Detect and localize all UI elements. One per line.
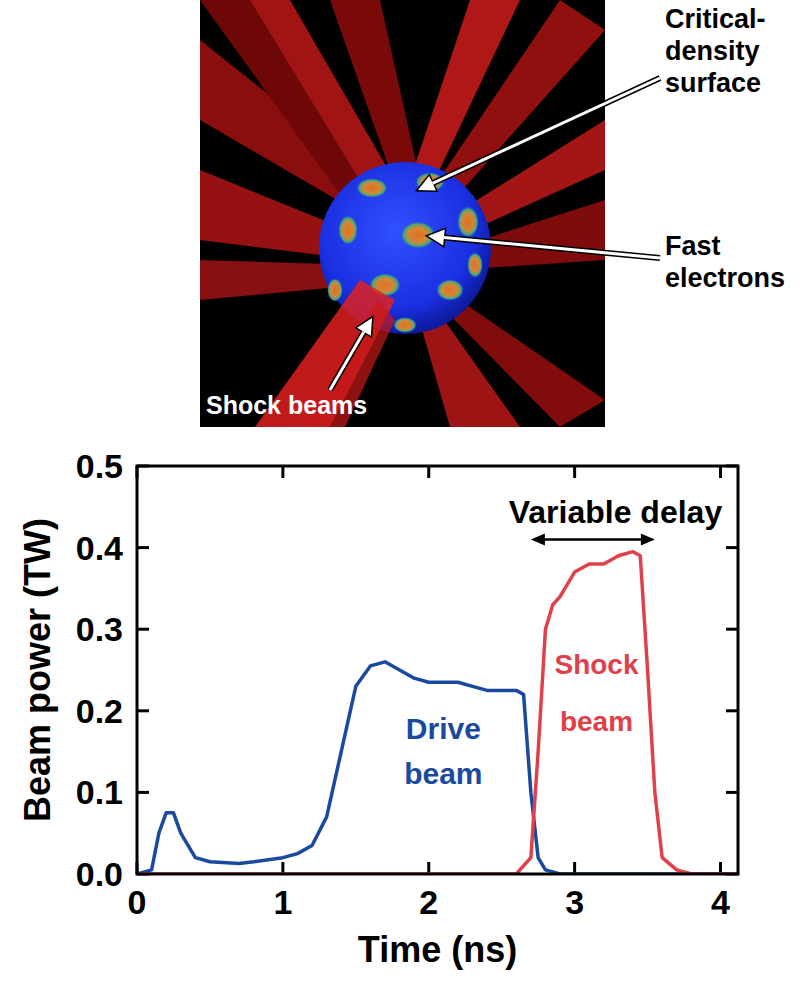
label-line: Fast <box>665 231 721 261</box>
y-axis-title: Beam power (TW) <box>17 518 58 822</box>
y-tick <box>726 709 738 712</box>
image-label: Shock beams <box>206 391 367 419</box>
y-tick <box>137 709 149 712</box>
label-line: Drive <box>406 712 481 745</box>
hot-spot <box>467 252 483 278</box>
y-tick-label: 0.0 <box>76 855 123 893</box>
x-tick-label: 1 <box>273 883 292 921</box>
image-label: Critical-densitysurface <box>665 4 766 98</box>
render-image <box>200 0 605 427</box>
label-line: Shock <box>554 649 638 680</box>
y-tick <box>137 546 149 549</box>
series-label: Shock beam <box>554 649 638 737</box>
label-line: beam <box>560 706 633 737</box>
label-line: surface <box>665 68 761 98</box>
x-tick <box>427 466 430 478</box>
x-axis-title: Time (ns) <box>358 929 517 970</box>
image-label: Fastelectrons <box>665 231 785 293</box>
x-tick <box>427 862 430 874</box>
y-tick <box>137 628 149 631</box>
x-tick <box>573 862 576 874</box>
label-line: beam <box>404 757 482 790</box>
y-tick-label: 0.5 <box>76 447 123 485</box>
hot-spot <box>436 279 464 301</box>
y-tick <box>726 791 738 794</box>
x-tick <box>719 466 722 478</box>
render-background <box>200 0 605 427</box>
label-line: Critical- <box>665 4 766 34</box>
label-arrow <box>428 230 660 258</box>
series-line <box>137 552 735 874</box>
y-tick <box>137 791 149 794</box>
y-tick-label: 0.3 <box>76 610 123 648</box>
hot-spot <box>457 206 479 238</box>
y-tick <box>726 546 738 549</box>
annotation: Variable delay <box>509 494 723 530</box>
y-tick-label: 0.4 <box>76 529 123 567</box>
y-tick-label: 0.1 <box>76 773 123 811</box>
x-tick-label: 0 <box>128 883 147 921</box>
x-tick <box>281 466 284 478</box>
x-tick <box>281 862 284 874</box>
label-arrow <box>418 78 660 191</box>
x-tick-label: 4 <box>711 883 730 921</box>
y-tick <box>726 628 738 631</box>
label-arrow <box>330 318 372 390</box>
x-tick-label: 3 <box>565 883 584 921</box>
plot-frame <box>137 466 738 874</box>
x-tick <box>573 466 576 478</box>
hot-spot <box>327 278 343 302</box>
figure: Critical-densitysurface Fastelectrons Shoc… <box>0 0 805 983</box>
hot-spot <box>393 317 417 333</box>
series-label: Drive beam <box>404 712 482 790</box>
delay-arrow <box>531 533 655 545</box>
y-tick-label: 0.2 <box>76 692 123 730</box>
label-line: density <box>665 36 760 66</box>
hot-spot <box>356 178 388 198</box>
plot-area <box>137 552 735 874</box>
series-line <box>137 662 735 874</box>
x-tick <box>719 862 722 874</box>
label-line: electrons <box>665 263 785 293</box>
x-tick-label: 2 <box>419 883 438 921</box>
hot-spot <box>338 215 358 245</box>
axes: 0.0 0.1 0.2 0.3 0.4 0.5 0 1 2 3 4 <box>76 447 738 921</box>
